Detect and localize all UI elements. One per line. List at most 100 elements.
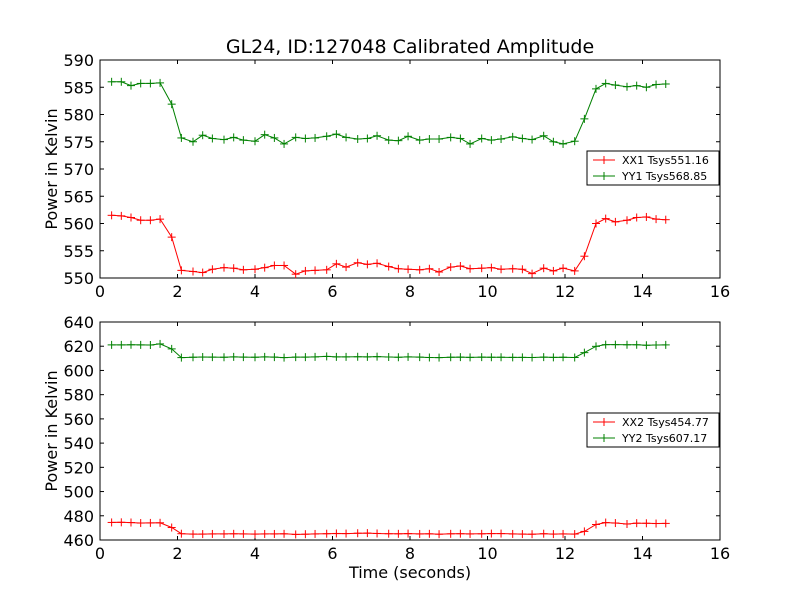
data-point [136,519,145,528]
data-point [539,264,548,273]
data-point [239,353,248,362]
data-point [415,529,424,538]
data-point [508,264,517,273]
legend-label: YY1 Tsys568.85 [621,170,707,183]
data-point [623,340,631,349]
x-tick-label: 12 [555,544,575,563]
data-point [260,352,269,361]
data-point [601,340,610,349]
data-point [342,352,351,361]
data-point [332,130,341,139]
data-point [487,263,496,272]
x-tick-label: 10 [477,544,497,563]
data-point [611,81,620,90]
y-tick-label: 570 [63,160,94,179]
data-point [280,261,289,270]
data-point [446,529,455,538]
data-point [415,353,424,362]
data-point [611,217,620,226]
data-point [198,268,207,277]
data-point [518,353,527,362]
data-point [508,353,517,362]
data-point [559,529,568,538]
data-point [477,353,486,362]
data-point [497,135,506,144]
data-point [220,353,228,362]
data-point [291,270,300,279]
data-point [642,212,651,221]
data-point [301,530,310,539]
data-point [466,353,475,362]
data-point [435,353,444,362]
data-point [592,84,600,93]
data-point [342,263,351,272]
data-point [270,353,279,362]
data-point [251,265,259,274]
x-tick-label: 14 [632,282,652,301]
data-point [177,266,186,275]
data-point [270,529,279,538]
data-point [456,262,465,271]
data-point [363,529,372,538]
data-point [260,130,269,139]
data-point [146,341,155,350]
data-point [404,265,413,274]
data-point [580,527,589,536]
data-point [136,79,145,88]
data-point [220,529,228,538]
data-point [477,264,486,273]
data-point [497,529,506,538]
data-point [280,353,289,362]
data-point [446,263,455,272]
data-point [404,352,413,361]
data-point [477,529,486,538]
x-tick-label: 6 [327,282,337,301]
data-point [456,529,465,538]
data-point [270,261,279,270]
data-point [487,136,496,145]
data-point [107,77,116,86]
data-point [291,133,300,142]
data-point [167,523,176,532]
data-point [353,135,362,144]
data-point [425,135,434,144]
data-point [363,352,372,361]
data-point [580,348,589,357]
data-point [601,518,610,527]
data-point [229,264,238,273]
data-point [601,79,610,88]
data-point [167,100,176,109]
data-point [208,134,217,143]
data-point [189,137,197,146]
data-point [189,353,197,362]
chart-title: GL24, ID:127048 Calibrated Amplitude [226,36,594,58]
legend-label: XX1 Tsys551.16 [622,154,709,167]
data-point [239,265,248,274]
data-point [642,519,651,528]
data-point [570,137,579,146]
data-point [518,265,527,274]
legend: XX2 Tsys454.77 YY2 Tsys607.17 [586,412,720,448]
y-tick-label: 565 [63,187,94,206]
data-point [322,132,331,141]
data-point [229,133,238,142]
data-point [251,353,259,362]
data-point [107,518,116,527]
y-tick-label: 550 [63,269,94,288]
y-tick-label: 580 [63,386,94,405]
data-point [539,353,548,362]
data-point [291,353,300,362]
data-point [661,79,670,88]
data-point [322,529,331,538]
legend-box [586,150,720,186]
y-tick-label: 590 [63,51,94,70]
data-point [394,353,403,362]
data-point [117,518,126,527]
x-tick-label: 2 [172,544,182,563]
data-point [198,353,207,362]
data-point [239,136,248,145]
data-point [177,353,186,362]
data-point [332,352,341,361]
data-point [425,529,434,538]
